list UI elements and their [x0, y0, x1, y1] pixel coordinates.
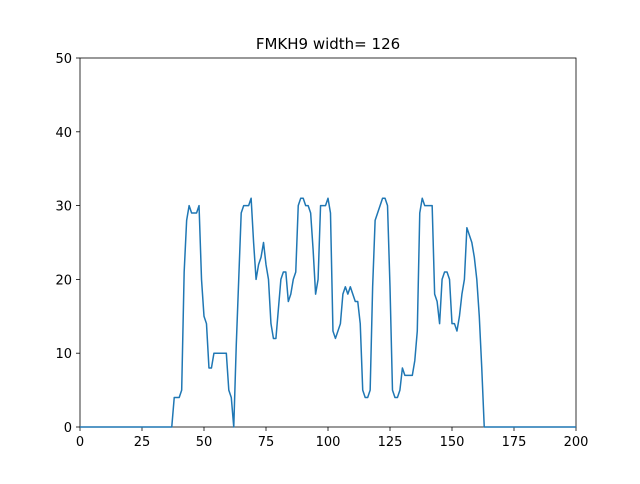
y-tick-label: 10 — [55, 347, 72, 362]
x-tick-label: 75 — [258, 435, 275, 450]
axes-frame — [79, 57, 577, 428]
x-tick-label: 0 — [76, 435, 84, 450]
x-tick-label: 25 — [134, 435, 151, 450]
x-tick-label: 125 — [378, 435, 403, 450]
y-tick-label: 30 — [55, 200, 72, 215]
x-tick-label: 175 — [502, 435, 527, 450]
y-tick-label: 40 — [55, 126, 72, 141]
x-tick-label: 150 — [440, 435, 465, 450]
y-tick-label: 0 — [64, 421, 72, 436]
x-tick-label: 200 — [564, 435, 589, 450]
data-line — [80, 197, 576, 428]
x-tick-label: 100 — [316, 435, 341, 450]
x-tick-label: 50 — [196, 435, 213, 450]
chart-title: FMKH9 width= 126 — [256, 35, 400, 53]
y-tick-label: 50 — [55, 52, 72, 67]
y-tick-label: 20 — [55, 273, 72, 288]
